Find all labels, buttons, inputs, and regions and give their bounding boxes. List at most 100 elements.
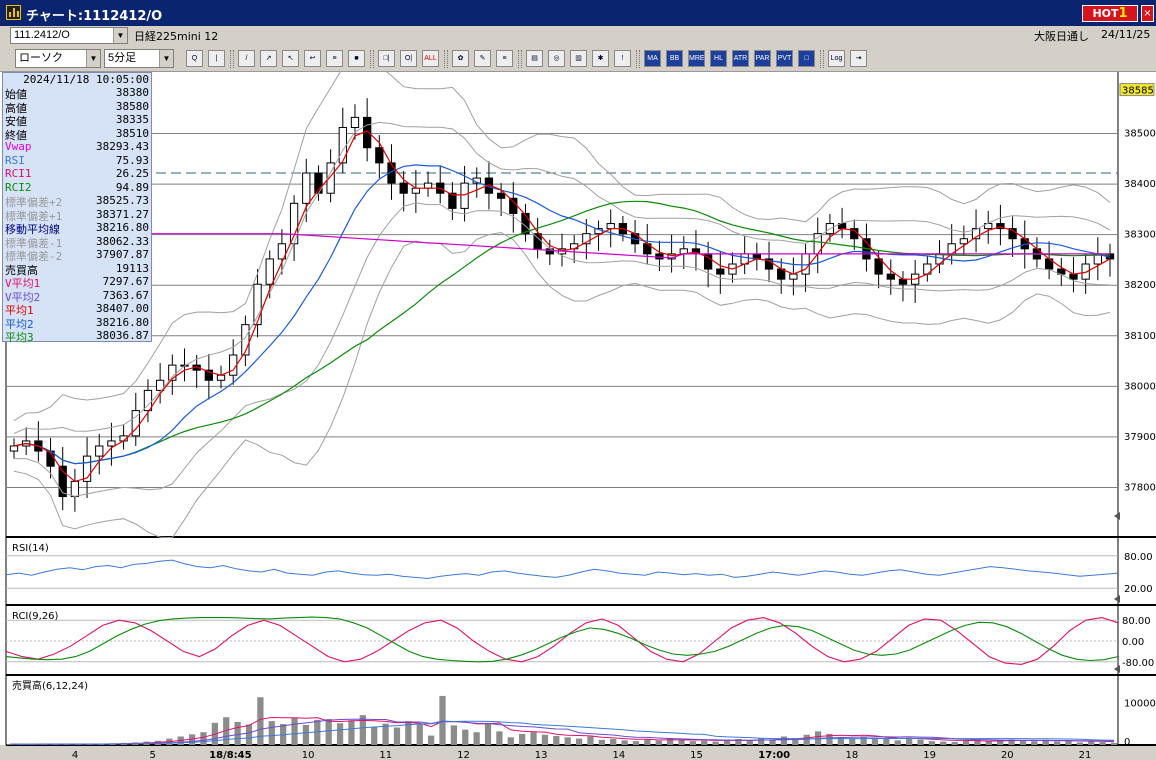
candle-body	[58, 465, 67, 498]
candle-body	[253, 283, 262, 326]
volume-bar	[302, 724, 310, 745]
volume-bar	[405, 721, 412, 745]
volume-bar	[792, 738, 799, 745]
price-tick-label: 38100	[1124, 331, 1156, 342]
candle-body	[204, 369, 213, 381]
candle-body	[229, 354, 238, 376]
volume-bar	[541, 734, 549, 745]
tool-find-icon[interactable]: ◎	[548, 50, 565, 67]
tool-cursor-icon[interactable]: |	[208, 50, 225, 67]
chevron-down-icon[interactable]: ▼	[113, 28, 127, 43]
tool-exit-icon[interactable]: ⇥	[850, 50, 867, 67]
info-row: RCI1 26.25	[5, 167, 149, 180]
tool-cross-icon[interactable]: ✱	[592, 50, 609, 67]
volume-bar	[496, 731, 503, 745]
hot-button[interactable]: HOT1	[1082, 5, 1138, 22]
ma2-line	[13, 164, 1111, 465]
info-key: Vwap	[5, 140, 32, 153]
tool-trendline-icon[interactable]: /	[238, 50, 255, 67]
volume-tick-label: 0	[1124, 737, 1130, 748]
info-key: 平均3	[5, 331, 34, 344]
candle-body	[460, 182, 469, 209]
price-tick-label: 38500	[1124, 129, 1156, 140]
tool-arrow-icon[interactable]: ↖	[282, 50, 299, 67]
info-row: RCI2 94.89	[5, 181, 149, 194]
chart-type-select[interactable]: ローソク ▼	[15, 49, 101, 68]
toolbar-separator	[636, 50, 640, 68]
info-key: 標準偏差+1	[5, 209, 63, 223]
tool-trash-icon[interactable]: ■	[348, 50, 365, 67]
info-value: 38335	[115, 113, 149, 126]
close-button[interactable]: ×	[1141, 5, 1154, 22]
tool-atr-icon[interactable]: ATR	[732, 50, 749, 67]
tool-grid-a-icon[interactable]: ≡	[496, 50, 513, 67]
toolbar-separator	[444, 50, 448, 68]
tool-candle-b-icon[interactable]: O|	[400, 50, 417, 67]
volume-bar	[962, 740, 970, 745]
info-value: 19113	[115, 261, 149, 275]
period-select[interactable]: 5分足 ▼	[104, 49, 174, 68]
tool-bb-icon[interactable]: BB	[666, 50, 683, 67]
info-row: 標準偏差+2 38525.73	[5, 194, 149, 209]
volume-bar	[723, 739, 731, 745]
candle-body	[496, 192, 506, 199]
tool-tools-icon[interactable]: ✿	[452, 50, 469, 67]
volume-bar	[382, 723, 389, 745]
candle-body	[143, 389, 153, 412]
time-tick-label: 21	[1079, 750, 1092, 760]
tool-box-icon[interactable]: □	[798, 50, 815, 67]
window-title: チャート:1112412/O	[26, 9, 163, 24]
hot-label: HOT	[1092, 7, 1119, 20]
tool-candle-a-icon[interactable]: □|	[378, 50, 395, 67]
info-row: 売買高 19113	[5, 261, 149, 277]
tool-all-icon[interactable]: ALL	[422, 50, 439, 67]
tool-log-icon[interactable]: Log	[828, 50, 845, 67]
bb-lower1-line	[14, 202, 1111, 497]
info-value: 38407.00	[96, 302, 149, 315]
volume-bar	[359, 715, 366, 745]
info-row: RSI 75.93	[5, 154, 149, 167]
tool-list-icon[interactable]: ≡	[326, 50, 343, 67]
candle-body	[265, 258, 274, 285]
chart-area[interactable]: 37800 37900 38000 38100 38200 38300 38400 38500…	[0, 72, 1156, 760]
candle-body	[582, 233, 591, 245]
tool-pvt-icon[interactable]: PVT	[776, 50, 793, 67]
volume-bar	[780, 736, 788, 745]
rci-panel-label: RCI(9,26)	[12, 611, 59, 622]
tool-grid-b-icon[interactable]: ▤	[526, 50, 543, 67]
volume-bar	[257, 697, 264, 745]
tool-alert-icon[interactable]: !	[614, 50, 631, 67]
volume-bar	[575, 738, 583, 745]
chevron-down-icon[interactable]: ▼	[159, 50, 173, 67]
tool-undo-icon[interactable]: ↩	[304, 50, 321, 67]
rsi-tick-label: 20.00	[1124, 584, 1153, 595]
tool-zoom-icon[interactable]: Q	[186, 50, 203, 67]
info-key: 平均2	[5, 317, 34, 331]
tool-pencil-icon[interactable]: ✎	[474, 50, 491, 67]
tool-par-icon[interactable]: PAR	[754, 50, 771, 67]
volume-bar	[701, 740, 708, 745]
tool-pointer-icon[interactable]: ↗	[260, 50, 277, 67]
market-source: 大阪日通し	[1034, 30, 1089, 43]
chevron-down-icon[interactable]: ▼	[86, 50, 100, 67]
chart-canvas[interactable]: 37800 37900 38000 38100 38200 38300 38400 38500…	[0, 72, 1156, 760]
volume-bar	[644, 739, 651, 745]
tool-hl-icon[interactable]: HL	[710, 50, 727, 67]
rci-tick-label: 0.00	[1122, 637, 1144, 648]
info-value: 38371.27	[96, 207, 149, 221]
volume-bar	[928, 741, 936, 745]
volume-bar	[75, 744, 82, 745]
tool-ma-icon[interactable]: MA	[644, 50, 661, 67]
volume-bar	[758, 738, 765, 745]
price-tick-label: 38200	[1124, 280, 1156, 291]
rci2-line	[5, 616, 1119, 663]
tool-mre-icon[interactable]: MRE	[688, 50, 705, 67]
candle-body	[95, 445, 104, 457]
bb-upper2-line	[13, 72, 1111, 422]
tool-grid-c-icon[interactable]: ▥	[570, 50, 587, 67]
candle-body	[387, 162, 396, 184]
volume-bar	[439, 695, 446, 745]
rsi-tick-label: 80.00	[1124, 552, 1153, 563]
symbol-code-combo[interactable]: 111.2412/O ▼	[10, 27, 128, 44]
period-value: 5分足	[108, 52, 137, 64]
